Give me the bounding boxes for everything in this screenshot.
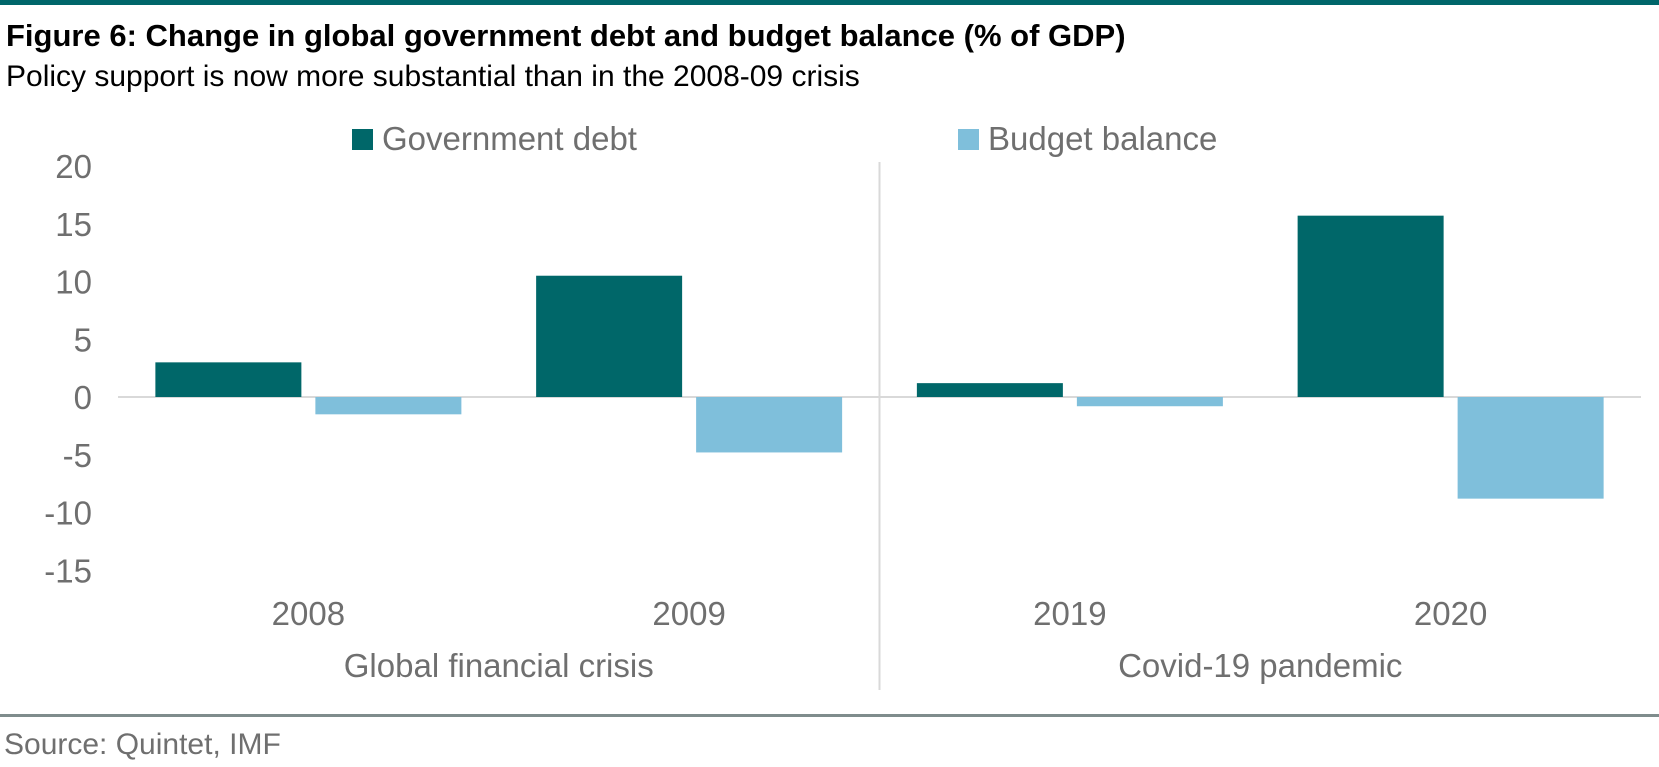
- bar-government-debt-2019: [916, 383, 1063, 397]
- legend-label-debt: Government debt: [382, 120, 637, 157]
- y-tick-label: 5: [74, 321, 92, 358]
- bar-government-debt-2020: [1297, 215, 1444, 397]
- group-label: Global financial crisis: [344, 647, 654, 684]
- y-tick-label: 0: [74, 379, 92, 416]
- legend-swatch-balance: [958, 128, 979, 150]
- legend-swatch-debt: [352, 128, 373, 150]
- y-tick-label: 15: [55, 206, 92, 243]
- x-tick-label: 2019: [1033, 595, 1106, 632]
- bar-budget-balance-2020: [1457, 397, 1604, 499]
- bar-budget-balance-2019: [1076, 397, 1223, 407]
- y-tick-label: 20: [55, 148, 92, 185]
- top-rule: [0, 0, 1659, 5]
- legend-item-debt: Government debt: [352, 120, 637, 158]
- y-tick-label: -5: [63, 437, 92, 474]
- x-tick-label: 2020: [1414, 595, 1487, 632]
- x-tick-label: 2008: [272, 595, 345, 632]
- y-tick-label: 10: [55, 264, 92, 301]
- bar-government-debt-2008: [155, 362, 302, 397]
- x-tick-label: 2009: [652, 595, 725, 632]
- group-label: Covid-19 pandemic: [1118, 647, 1402, 684]
- y-tick-label: -10: [44, 495, 92, 532]
- figure-title: Figure 6: Change in global government de…: [6, 18, 1126, 53]
- bottom-rule: [0, 714, 1659, 717]
- legend-label-balance: Budget balance: [988, 120, 1218, 157]
- figure-subtitle: Policy support is now more substantial t…: [6, 60, 860, 93]
- bar-government-debt-2009: [536, 275, 683, 397]
- legend-item-balance: Budget balance: [958, 120, 1217, 158]
- y-tick-label: -15: [44, 552, 92, 589]
- source-note: Source: Quintet, IMF: [4, 728, 281, 761]
- bar-budget-balance-2008: [315, 397, 462, 415]
- bar-budget-balance-2009: [696, 397, 843, 453]
